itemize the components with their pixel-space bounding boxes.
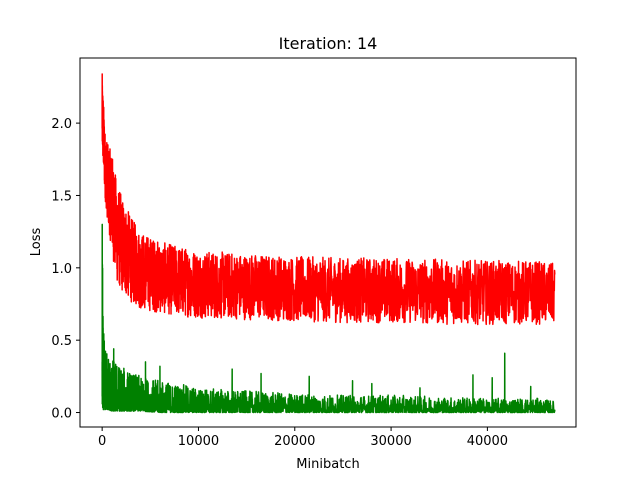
axis-ticks: 0 10000 20000 30000 40000 0.0 0.5 1.0 1.5 2.0: [51, 117, 508, 449]
y-tick-label: 1.0: [51, 262, 72, 277]
series-line-red: [101, 73, 556, 326]
plot-area: [101, 73, 556, 414]
series-line-green: [101, 223, 556, 414]
plot-frame: [79, 57, 577, 428]
y-tick-label: 1.5: [51, 189, 72, 204]
x-tick-label: 0: [98, 434, 106, 449]
chart-title: Iteration: 14: [279, 34, 378, 53]
y-tick-label: 2.0: [51, 117, 72, 132]
x-tick-label: 40000: [467, 434, 508, 449]
x-tick-label: 20000: [274, 434, 315, 449]
x-tick-label: 30000: [370, 434, 411, 449]
x-axis-label: Minibatch: [296, 457, 359, 472]
y-axis-label: Loss: [29, 228, 44, 257]
y-tick-label: 0.0: [51, 407, 72, 422]
y-tick-label: 0.5: [51, 334, 72, 349]
x-tick-label: 10000: [178, 434, 219, 449]
